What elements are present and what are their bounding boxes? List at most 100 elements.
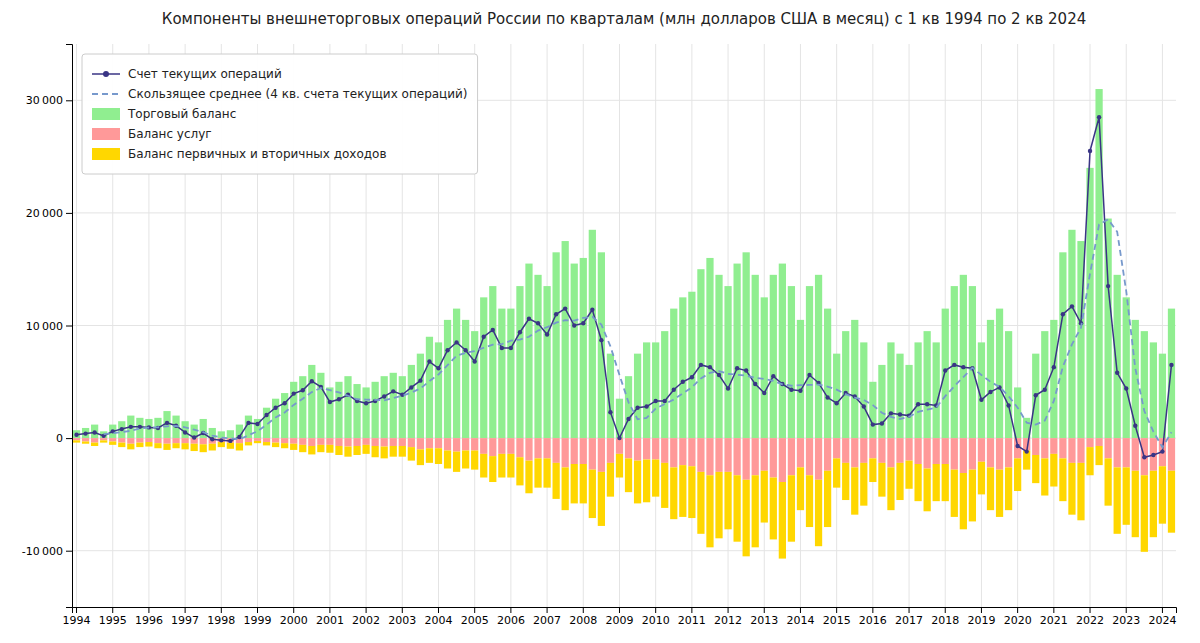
marker [292,391,296,395]
bar [914,464,921,501]
marker [717,373,721,377]
bar [733,438,740,475]
x-tick-mark [185,607,186,613]
marker [563,306,567,310]
bar [905,438,912,461]
bar [462,320,469,438]
marker [1142,455,1146,459]
bar [317,445,324,452]
grid-line-y [72,212,1176,213]
bar [335,446,342,455]
bar [688,292,695,438]
bar [1059,252,1066,438]
bar [209,444,216,451]
bar [833,458,840,487]
x-tick-label: 2005 [461,614,489,627]
legend-swatch [92,128,120,140]
marker [83,431,87,435]
marker [554,312,558,316]
x-tick-mark [221,607,222,613]
bar [91,425,98,439]
bar [1095,89,1102,438]
y-tick-mark [66,551,72,552]
bar [480,454,487,478]
x-tick-label: 2020 [1004,614,1032,627]
x-tick-mark [691,607,692,613]
bar [1105,458,1112,505]
bar [969,438,976,470]
bar [299,376,306,438]
bar [444,450,451,468]
bar [688,466,695,518]
bar [435,448,442,464]
bar [643,342,650,438]
marker [898,412,902,416]
marker [762,391,766,395]
x-tick-mark [402,607,403,613]
bar [724,286,731,438]
bar [381,376,388,438]
bar [788,286,795,438]
bar [914,342,921,438]
bar [960,473,967,529]
bar [91,438,98,443]
bar [163,444,170,450]
legend-label: Скользящее среднее (4 кв. счета текущих … [128,87,468,101]
bar [227,443,234,449]
bar [951,470,958,517]
x-tick: 2012 [714,607,742,627]
bar [1168,438,1175,471]
title: Компоненты внешнеторговых операций Росси… [162,10,1087,28]
bar [616,454,623,478]
marker [246,421,250,425]
bar [390,446,397,457]
x-tick-label: 2011 [678,614,706,627]
marker [880,421,884,425]
x-tick-label: 2012 [714,614,742,627]
bar [697,472,704,534]
bar [417,354,424,438]
marker [364,401,368,405]
bar [516,457,523,485]
marker [518,330,522,334]
legend-item: Счет текущих операций [92,67,282,81]
marker [708,365,712,369]
bar [1132,471,1139,537]
x-tick-label: 2022 [1076,614,1104,627]
marker [672,387,676,391]
bar [100,440,107,442]
marker [527,317,531,321]
bar [1041,458,1048,495]
marker [74,433,78,437]
bar [1141,331,1148,438]
bar [1014,387,1021,438]
grid-line-y [72,550,1176,551]
bar [761,297,768,438]
bar [372,382,379,438]
bar [770,275,777,438]
marker [572,323,576,327]
marker [690,375,694,379]
bar [272,438,279,443]
x-tick-label: 2015 [823,614,851,627]
bar [326,438,333,445]
marker [545,332,549,336]
bar [417,438,424,449]
x-tick: 2014 [786,607,814,627]
bar [851,467,858,514]
bar [1050,454,1057,487]
marker [663,399,667,403]
marker [255,422,259,426]
marker [862,404,866,408]
marker [1024,449,1028,453]
bar [924,438,931,468]
x-tick-label: 1996 [135,614,163,627]
x-tick: 2022 [1076,607,1104,627]
bar [806,438,813,475]
bar [73,440,80,442]
bar [634,461,641,504]
bar [1123,438,1130,467]
bar [924,331,931,438]
marker [771,374,775,378]
x-tick-label: 2013 [750,614,778,627]
